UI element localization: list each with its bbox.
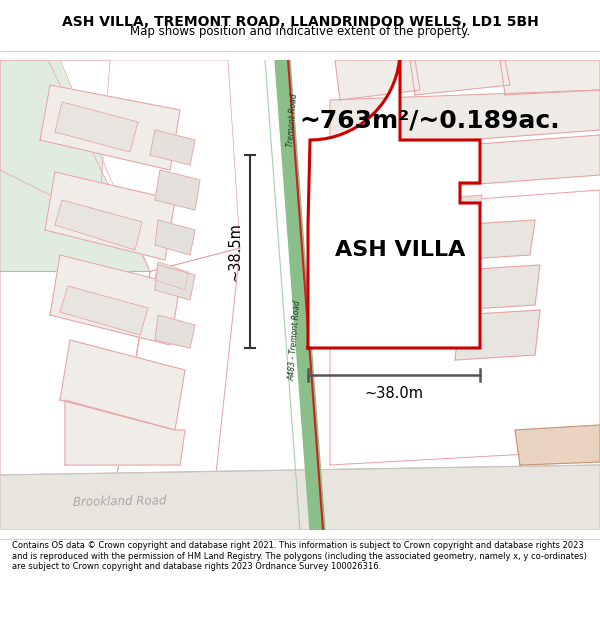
Polygon shape — [515, 425, 600, 465]
Polygon shape — [0, 465, 600, 530]
Polygon shape — [330, 135, 600, 195]
Polygon shape — [155, 170, 200, 210]
Polygon shape — [108, 248, 240, 530]
Polygon shape — [500, 60, 600, 95]
Polygon shape — [0, 60, 110, 200]
Polygon shape — [308, 50, 480, 348]
Polygon shape — [275, 60, 325, 530]
Text: ~763m²/~0.189ac.: ~763m²/~0.189ac. — [299, 108, 560, 132]
Polygon shape — [455, 265, 540, 310]
Polygon shape — [0, 60, 150, 271]
Polygon shape — [50, 255, 180, 345]
Polygon shape — [60, 286, 148, 335]
Text: ~38.5m: ~38.5m — [227, 222, 242, 281]
Polygon shape — [60, 340, 185, 430]
Polygon shape — [45, 172, 175, 260]
Text: Tremont Road: Tremont Road — [286, 93, 298, 147]
Polygon shape — [155, 315, 195, 348]
Polygon shape — [0, 60, 600, 530]
Text: ASH VILLA, TREMONT ROAD, LLANDRINDOD WELLS, LD1 5BH: ASH VILLA, TREMONT ROAD, LLANDRINDOD WEL… — [62, 16, 538, 29]
Polygon shape — [65, 400, 185, 465]
Polygon shape — [155, 265, 195, 300]
Polygon shape — [150, 130, 195, 165]
Text: Contains OS data © Crown copyright and database right 2021. This information is : Contains OS data © Crown copyright and d… — [12, 541, 587, 571]
Polygon shape — [330, 190, 600, 465]
Polygon shape — [55, 200, 142, 250]
Polygon shape — [55, 102, 138, 152]
Text: ~38.0m: ~38.0m — [365, 386, 424, 401]
Text: Brookland Road: Brookland Road — [73, 494, 167, 509]
Polygon shape — [40, 85, 180, 170]
Polygon shape — [0, 271, 150, 530]
Polygon shape — [155, 262, 188, 290]
Polygon shape — [330, 90, 600, 150]
Text: A483 - Tremont Road: A483 - Tremont Road — [287, 299, 302, 381]
Polygon shape — [60, 60, 240, 271]
Polygon shape — [410, 60, 510, 95]
Polygon shape — [455, 310, 540, 360]
Polygon shape — [335, 60, 420, 100]
Text: Map shows position and indicative extent of the property.: Map shows position and indicative extent… — [130, 26, 470, 39]
Text: ASH VILLA: ASH VILLA — [335, 240, 465, 260]
Polygon shape — [155, 220, 195, 255]
Polygon shape — [450, 220, 535, 260]
Polygon shape — [450, 195, 482, 215]
